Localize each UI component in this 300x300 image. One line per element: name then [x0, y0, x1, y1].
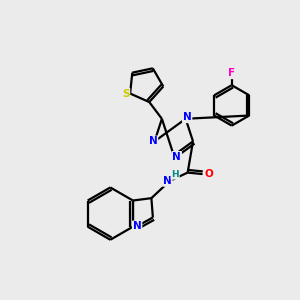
Text: F: F	[228, 68, 235, 78]
Text: N: N	[172, 152, 181, 162]
Text: N: N	[149, 136, 158, 146]
Text: N: N	[183, 112, 191, 122]
Text: N: N	[133, 221, 142, 231]
Text: O: O	[204, 169, 213, 179]
Text: N: N	[163, 176, 172, 186]
Text: S: S	[122, 88, 129, 98]
Text: H: H	[171, 170, 179, 179]
